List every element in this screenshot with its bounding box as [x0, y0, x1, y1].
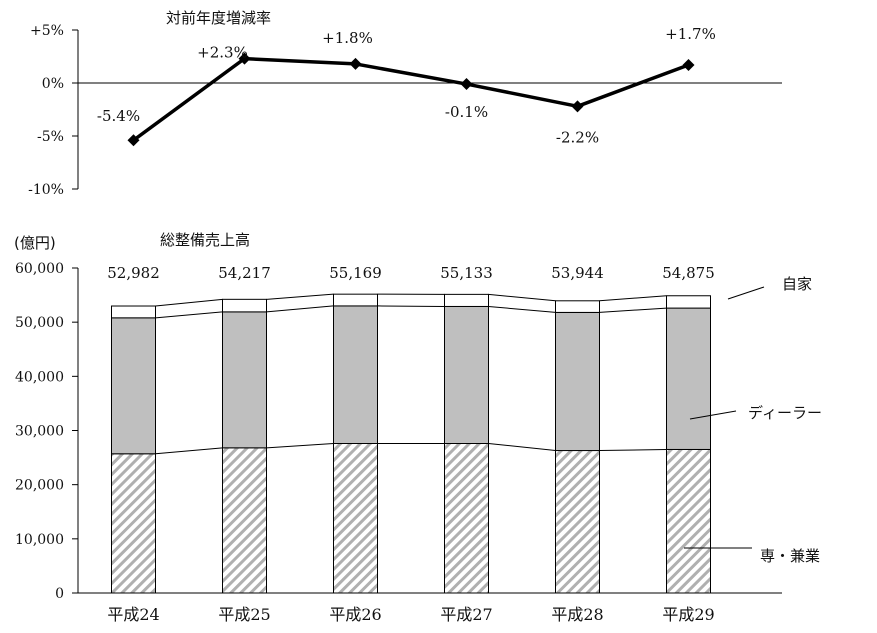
bar-x-tick-label: 平成28 — [551, 605, 603, 624]
bar-y-tick-label: 20,000 — [15, 478, 64, 494]
bar-chart-title: 総整備売上高 — [160, 231, 250, 249]
line-y-tick-label: -5% — [37, 129, 64, 145]
segment-connector-line — [488, 305, 556, 313]
bar-segment-jika — [222, 298, 267, 313]
growth-rate-marker — [682, 58, 695, 71]
bar-segment-jika — [444, 293, 489, 307]
bar-y-tick-label: 10,000 — [15, 532, 64, 548]
legend-leader-line — [727, 286, 765, 300]
bar-x-tick-label: 平成26 — [329, 605, 381, 624]
legend-label: ディーラー — [748, 404, 822, 422]
bar-segment-sen-kengyo — [222, 447, 267, 594]
segment-connector-line — [488, 443, 556, 452]
bar-total-label: 52,982 — [107, 264, 160, 282]
bar-y-unit-label: (億円) — [14, 234, 56, 252]
growth-rate-marker — [460, 78, 473, 91]
segment-connector-line — [599, 307, 667, 313]
growth-rate-label: -5.4% — [97, 107, 140, 125]
growth-rate-marker — [571, 100, 584, 113]
bar-y-tick-label: 0 — [55, 586, 64, 602]
bar-x-tick-label: 平成25 — [218, 605, 270, 624]
segment-connector-line — [377, 305, 445, 307]
line-y-tick-label: 0% — [42, 76, 64, 92]
bar-segment-dealer — [222, 311, 267, 449]
growth-rate-label: +2.3% — [197, 44, 248, 62]
bar-segment-jika — [666, 295, 711, 309]
growth-rate-marker — [127, 134, 140, 147]
growth-rate-label: -0.1% — [445, 103, 488, 121]
bar-bars: 52,982 54,217 55,169 55,133 53,944 54,875 — [107, 264, 715, 594]
bar-segment-sen-kengyo — [333, 443, 378, 594]
bar-x-tick-label: 平成27 — [440, 605, 492, 624]
bar-segment-sen-kengyo — [444, 443, 489, 594]
segment-connector-line — [266, 293, 334, 300]
bar-segment-sen-kengyo — [666, 448, 711, 594]
bar-total-label: 53,944 — [551, 264, 604, 282]
bar-segment-dealer — [111, 317, 156, 455]
bar-total-label: 54,217 — [218, 264, 271, 282]
segment-connector-line — [599, 448, 667, 452]
bar-y-tick-label: 50,000 — [15, 315, 64, 331]
growth-rate-label: +1.7% — [665, 25, 716, 43]
bar-y-tick-label: 30,000 — [15, 424, 64, 440]
bar-total-label: 54,875 — [662, 264, 715, 282]
bar-y-ticks: 0 10,000 20,000 30,000 40,000 50,000 60,000 — [15, 261, 78, 602]
bar-segment-dealer — [555, 311, 600, 452]
bar-y-tick-label: 60,000 — [15, 261, 64, 277]
segment-connector-line — [488, 293, 556, 302]
segment-connector-line — [155, 298, 223, 307]
segment-connector-line — [599, 295, 667, 302]
bar-segment-dealer — [333, 305, 378, 444]
line-y-ticks: +5% 0% -5% -10% — [28, 23, 78, 198]
bar-total-label: 55,133 — [440, 264, 493, 282]
bar-segment-jika — [555, 300, 600, 313]
segment-connector-line — [266, 443, 334, 449]
growth-rate-label: +1.8% — [322, 29, 373, 47]
line-series: -5.4% +2.3% +1.8% -0.1% -2.2% +1.7% — [97, 25, 716, 146]
bar-total-label: 55,169 — [329, 264, 382, 282]
legend-label: 自家 — [782, 275, 812, 293]
line-chart-title: 対前年度増減率 — [166, 9, 271, 27]
bar-segment-dealer — [444, 305, 489, 445]
bar-segment-jika — [333, 293, 378, 307]
line-y-tick-label: -10% — [28, 182, 64, 198]
bar-segment-jika — [111, 305, 156, 319]
growth-rate-marker — [349, 57, 362, 70]
bar-x-tick-label: 平成29 — [662, 605, 714, 624]
growth-rate-line — [132, 56, 690, 142]
line-y-tick-label: +5% — [30, 23, 64, 39]
segment-connector-line — [266, 305, 334, 313]
legend-label: 専・兼業 — [760, 547, 820, 565]
segment-connector-line — [155, 447, 223, 455]
bar-segment-sen-kengyo — [555, 450, 600, 594]
bar-segment-dealer — [666, 307, 711, 450]
growth-rate-label: -2.2% — [556, 128, 599, 146]
sales-stacked-bar-chart: 総整備売上高 (億円) 0 10,000 20,000 30,000 40,000 50,… — [14, 231, 822, 624]
growth-rate-line-chart: 対前年度増減率 +5% 0% -5% -10% -5.4% +2.3% +1.8% -0.1… — [28, 9, 782, 198]
bar-x-labels: 平成24 平成25 平成26 平成27 平成28 平成29 — [107, 605, 714, 624]
growth-rate-marker — [238, 52, 251, 65]
bar-segment-sen-kengyo — [111, 453, 156, 594]
bar-x-tick-label: 平成24 — [107, 605, 159, 624]
bar-y-tick-label: 40,000 — [15, 369, 64, 385]
legend-leader-line — [689, 410, 737, 420]
segment-connector-line — [155, 311, 223, 319]
